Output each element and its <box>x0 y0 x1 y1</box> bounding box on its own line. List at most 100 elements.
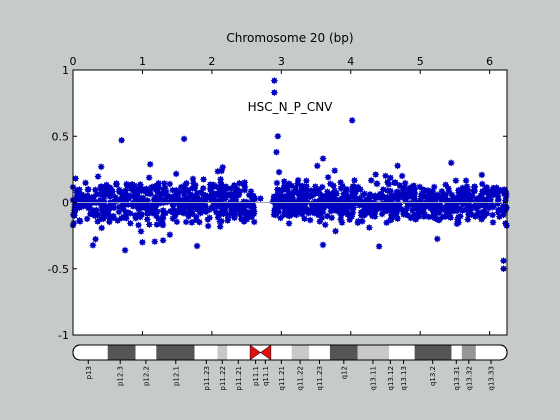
data-point <box>495 195 502 203</box>
data-point <box>157 191 164 199</box>
data-point <box>116 186 123 194</box>
data-point <box>129 192 137 200</box>
data-point <box>500 257 507 265</box>
x-tick-label: 3 <box>278 55 285 68</box>
data-point <box>159 207 167 215</box>
data-point <box>442 181 449 189</box>
data-point <box>216 223 224 230</box>
data-point <box>489 219 497 226</box>
data-point <box>389 195 396 203</box>
data-point <box>327 180 334 188</box>
data-point <box>332 227 339 235</box>
ideogram-band <box>329 345 358 360</box>
data-point <box>322 221 329 229</box>
ideogram-band <box>414 345 452 360</box>
data-point <box>209 190 217 198</box>
data-point <box>297 186 305 194</box>
data-point <box>113 181 120 188</box>
data-point <box>416 183 424 191</box>
data-point <box>231 214 238 222</box>
data-point <box>478 180 486 188</box>
data-point <box>352 188 360 196</box>
data-point <box>464 186 472 194</box>
data-point <box>144 207 152 214</box>
data-point <box>170 207 178 215</box>
data-point <box>202 192 209 199</box>
data-point <box>241 210 248 217</box>
data-point <box>302 186 310 193</box>
data-point <box>229 201 237 208</box>
data-point <box>420 213 428 220</box>
data-point <box>71 212 78 219</box>
data-point <box>232 196 240 203</box>
data-point <box>196 207 204 215</box>
data-point <box>402 206 410 214</box>
data-point <box>160 180 168 187</box>
data-point <box>415 213 422 220</box>
data-point <box>135 205 142 213</box>
data-point <box>135 221 142 229</box>
data-point <box>398 172 406 180</box>
data-point <box>127 220 134 227</box>
band-label: p12.1 <box>172 366 180 386</box>
data-point <box>447 159 455 167</box>
data-point <box>384 201 391 208</box>
chart-title: Chromosome 20 (bp) <box>226 31 353 45</box>
data-point <box>429 213 436 221</box>
data-point <box>222 200 230 208</box>
data-point <box>138 210 146 218</box>
data-point <box>373 205 380 213</box>
data-point <box>123 214 130 222</box>
data-point <box>132 214 140 222</box>
data-point <box>456 192 463 200</box>
data-point <box>471 187 478 195</box>
ideogram-band <box>156 345 195 360</box>
data-point <box>425 213 433 221</box>
data-point <box>344 198 351 206</box>
data-point <box>331 167 339 174</box>
data-point <box>354 217 362 225</box>
data-point <box>362 196 370 204</box>
data-point <box>444 196 451 204</box>
data-point <box>180 135 188 143</box>
data-point <box>114 217 122 224</box>
data-point <box>202 197 209 205</box>
data-point <box>271 77 278 84</box>
data-point <box>310 207 318 214</box>
y-tick-label: -1 <box>58 329 69 342</box>
data-point <box>189 175 197 183</box>
data-point <box>193 242 201 250</box>
x-axis-top: 0 1 2 3 4 5 6 <box>70 55 493 335</box>
data-point <box>76 217 83 224</box>
data-point <box>351 177 358 184</box>
data-point <box>157 220 165 228</box>
data-point <box>316 218 324 225</box>
data-point <box>434 216 442 224</box>
ideogram-centromere <box>249 344 272 361</box>
data-point <box>378 200 386 207</box>
band-label: p11.21 <box>235 366 243 390</box>
data-point <box>387 206 394 213</box>
band-label: q11.22 <box>297 366 305 390</box>
data-point <box>219 163 227 171</box>
x-tick-label: 0 <box>70 55 77 68</box>
data-point <box>144 189 151 196</box>
data-point <box>471 183 478 190</box>
data-point <box>410 211 418 219</box>
band-label: q11.23 <box>316 366 324 390</box>
data-point <box>414 209 422 216</box>
data-point <box>337 179 344 186</box>
data-point <box>177 196 184 204</box>
data-point <box>384 187 391 194</box>
data-point <box>278 186 286 194</box>
data-point <box>366 190 374 198</box>
data-point <box>372 171 380 178</box>
ideogram-band <box>291 345 310 360</box>
data-point <box>341 208 348 215</box>
data-point <box>280 178 288 185</box>
data-point <box>350 183 357 190</box>
data-point <box>173 218 181 226</box>
data-point <box>71 202 79 210</box>
x-tick-label: 1 <box>139 55 146 68</box>
data-point <box>346 212 354 220</box>
